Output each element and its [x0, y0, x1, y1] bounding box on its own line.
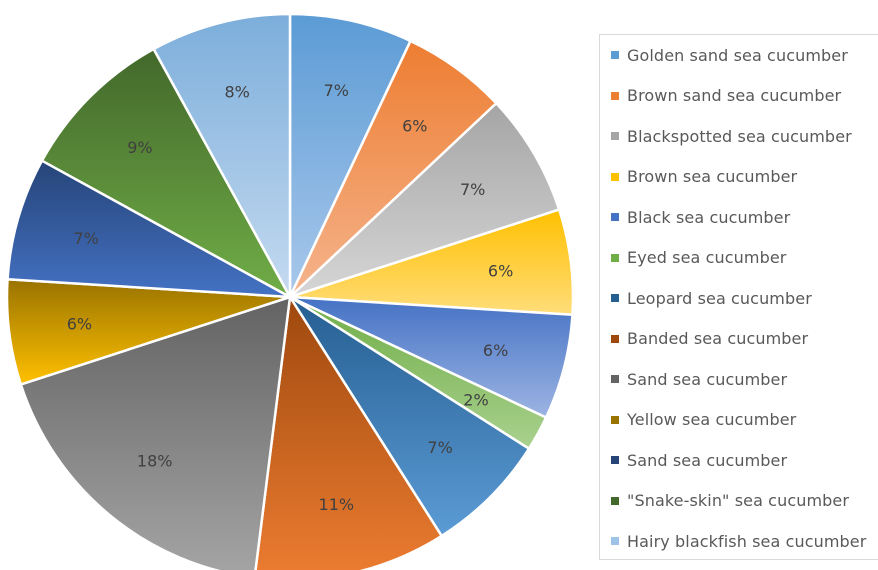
- slice-label-12: 8%: [225, 82, 250, 101]
- pie-chart: 7% 6% 7% 6% 6% 2% 7% 11% 18% 6% 7% 9% 8%: [5, 12, 575, 570]
- legend-swatch: [611, 415, 619, 424]
- legend-item-12: Hairy blackfish sea cucumber: [611, 531, 866, 551]
- legend-label: Banded sea cucumber: [627, 329, 809, 348]
- slice-label-5: 2%: [463, 390, 488, 409]
- legend-label: Blackspotted sea cucumber: [627, 126, 852, 146]
- legend-swatch: [611, 172, 619, 181]
- legend-label: Yellow sea cucumber: [627, 410, 797, 429]
- legend-label: Black sea cucumber: [627, 207, 791, 227]
- slice-label-4: 6%: [483, 341, 508, 360]
- legend-item-4: Black sea cucumber: [611, 207, 790, 227]
- legend-item-2: Blackspotted sea cucumber: [611, 126, 852, 146]
- legend-swatch: [611, 253, 619, 262]
- legend-item-8: Sand sea cucumber: [611, 369, 787, 389]
- slice-labels: 7% 6% 7% 6% 6% 2% 7% 11% 18% 6% 7% 9% 8%: [67, 81, 514, 514]
- slice-label-10: 7%: [74, 229, 99, 248]
- slice-label-0: 7%: [324, 81, 349, 100]
- pie-slice-hairy-blackfish-sea-cucumber-12: [152, 12, 292, 299]
- legend-label: "Snake-skin" sea cucumber: [627, 491, 850, 510]
- slice-label-9: 6%: [67, 315, 92, 334]
- legend-item-9: Yellow sea cucumber: [611, 410, 796, 430]
- legend-label: Sand sea cucumber: [627, 369, 788, 389]
- pie-slice-blackspotted-sea-cucumber-2: [288, 102, 561, 299]
- legend-label: Brown sand sea cucumber: [627, 86, 842, 105]
- legend-swatch: [611, 294, 619, 302]
- pie-slice-banded-sea-cucumber-7: [254, 295, 443, 570]
- slice-label-11: 9%: [127, 138, 152, 157]
- legend-item-10: Sand sea cucumber: [611, 450, 787, 470]
- legend-swatch: [611, 334, 619, 343]
- legend-item-3: Brown sea cucumber: [611, 167, 797, 187]
- legend-label: Eyed sea cucumber: [627, 248, 787, 267]
- legend-label: Sand sea cucumber: [627, 450, 788, 470]
- legend-item-5: Eyed sea cucumber: [611, 248, 786, 268]
- legend-label: Leopard sea cucumber: [627, 288, 812, 308]
- legend-item-1: Brown sand sea cucumber: [611, 86, 841, 106]
- legend-label: Brown sea cucumber: [627, 167, 798, 186]
- legend-swatch: [611, 91, 619, 100]
- slice-label-8: 18%: [137, 452, 173, 471]
- legend-item-0: Golden sand sea cucumber: [611, 45, 848, 65]
- legend-label: Golden sand sea cucumber: [627, 45, 848, 65]
- pie-slice-golden-sand-sea-cucumber-0: [288, 12, 412, 299]
- legend-item-11: "Snake-skin" sea cucumber: [611, 491, 849, 511]
- legend-swatch: [611, 496, 619, 505]
- slice-label-7: 11%: [319, 495, 355, 514]
- legend-item-7: Banded sea cucumber: [611, 329, 808, 349]
- legend-swatch: [611, 375, 619, 383]
- slice-label-3: 6%: [488, 261, 513, 280]
- slice-label-1: 6%: [402, 116, 427, 135]
- slice-label-6: 7%: [427, 438, 452, 457]
- pie-slices: [5, 12, 575, 570]
- chart-legend: Golden sand sea cucumber Brown sand sea c…: [599, 34, 878, 560]
- legend-item-6: Leopard sea cucumber: [611, 288, 812, 308]
- slice-label-2: 7%: [460, 180, 485, 199]
- legend-swatch: [611, 537, 619, 545]
- legend-swatch: [611, 213, 619, 221]
- pie-slice-sand-sea-cucumber-8: [19, 295, 292, 570]
- pie-slice-leopard-sea-cucumber-6: [288, 295, 531, 538]
- legend-swatch: [611, 132, 619, 140]
- legend-label: Hairy blackfish sea cucumber: [627, 531, 867, 551]
- legend-swatch: [611, 456, 619, 464]
- pie-slice-snake-skin-sea-cucumber-11: [40, 47, 292, 299]
- legend-swatch: [611, 51, 619, 59]
- pie-slice-sand-sea-cucumber-10: [6, 159, 292, 299]
